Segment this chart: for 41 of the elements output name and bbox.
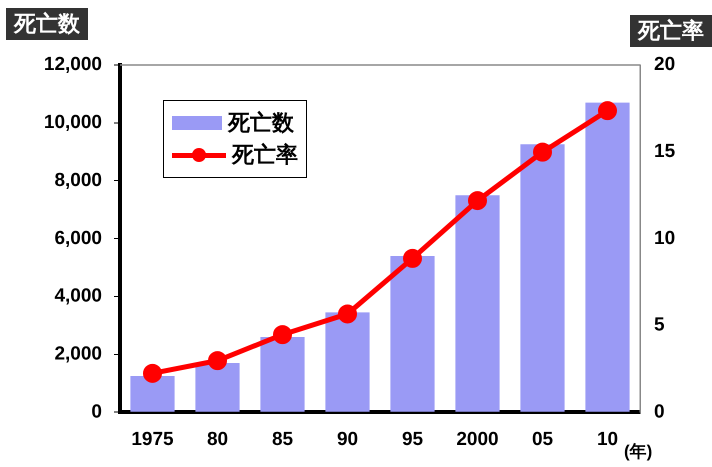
bar bbox=[585, 102, 630, 412]
point bbox=[468, 191, 487, 210]
point bbox=[533, 142, 552, 162]
x-tick-label: 80 bbox=[206, 428, 228, 450]
y2-tick-label: 5 bbox=[654, 314, 665, 336]
x-tick-label: 1975 bbox=[131, 428, 174, 450]
point bbox=[598, 101, 617, 120]
y-tick-label: 2,000 bbox=[54, 344, 102, 365]
y-tick-label: 6,000 bbox=[54, 228, 102, 249]
bar bbox=[390, 256, 435, 412]
bar bbox=[260, 336, 305, 412]
y-tick-label: 10,000 bbox=[44, 112, 102, 134]
y-tick-label: 0 bbox=[91, 401, 102, 422]
y2-tick-label: 20 bbox=[654, 54, 676, 76]
y-tick-label: 4,000 bbox=[54, 286, 102, 307]
x-tick-label: 10 bbox=[596, 428, 618, 450]
x-axis-title: (年) bbox=[624, 441, 652, 463]
y2-tick-label: 0 bbox=[654, 401, 665, 422]
bar bbox=[130, 376, 175, 412]
legend-label: 死亡率 bbox=[232, 141, 298, 169]
y2-tick-label: 15 bbox=[654, 141, 676, 162]
x-tick-label: 90 bbox=[336, 428, 358, 450]
y-tick-label: 8,000 bbox=[54, 170, 102, 191]
x-tick-label: 95 bbox=[402, 428, 424, 450]
point bbox=[403, 248, 422, 268]
x-tick-label: 05 bbox=[532, 428, 554, 450]
point bbox=[143, 364, 162, 383]
point bbox=[338, 304, 357, 324]
y2-tick-label: 10 bbox=[654, 228, 676, 249]
bar bbox=[520, 144, 565, 412]
legend-label: 死亡数 bbox=[228, 109, 294, 137]
y2-axis-title: 死亡率 bbox=[630, 15, 712, 47]
y-axis-title: 死亡数 bbox=[6, 8, 88, 40]
x-tick-label: 2000 bbox=[456, 428, 499, 450]
bar bbox=[195, 363, 240, 412]
x-tick-label: 85 bbox=[272, 428, 294, 450]
point bbox=[273, 325, 292, 344]
bar bbox=[455, 195, 500, 412]
bar bbox=[325, 312, 370, 412]
y-tick-label: 12,000 bbox=[44, 54, 102, 76]
point bbox=[208, 351, 227, 370]
